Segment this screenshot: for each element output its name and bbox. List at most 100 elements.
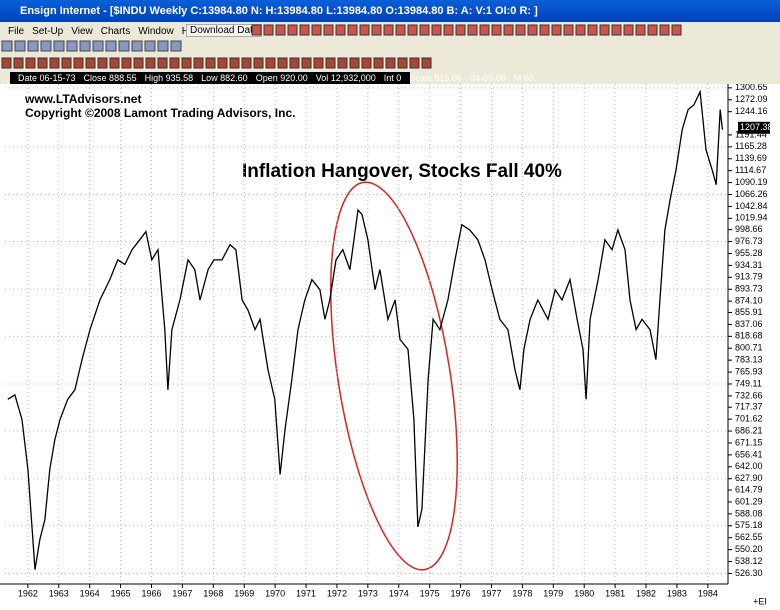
toolbar-icon[interactable] [105, 40, 117, 52]
toolbar-icon[interactable] [169, 57, 180, 69]
toolbar-icon[interactable] [421, 57, 432, 69]
toolbar-icon[interactable] [66, 40, 78, 52]
toolbar-icon[interactable] [479, 24, 490, 36]
y-tick-label: 1244.16 [735, 106, 768, 116]
toolbar-icon[interactable] [1, 40, 13, 52]
toolbar-icon[interactable] [229, 57, 240, 69]
status-item: Scale 815.06 [409, 73, 462, 83]
toolbar-icon[interactable] [407, 24, 418, 36]
y-tick-label: 588.08 [735, 508, 763, 518]
toolbar-icon[interactable] [527, 24, 538, 36]
toolbar-icon[interactable] [587, 24, 598, 36]
toolbar-icon[interactable] [241, 57, 252, 69]
toolbar-icon[interactable] [397, 57, 408, 69]
toolbar-icon[interactable] [79, 40, 91, 52]
toolbar-icon[interactable] [551, 24, 562, 36]
toolbar-icon[interactable] [515, 24, 526, 36]
toolbar-icon[interactable] [623, 24, 634, 36]
y-tick-label: 671.15 [735, 437, 763, 447]
toolbar-icon[interactable] [467, 24, 478, 36]
toolbar-icon[interactable] [659, 24, 670, 36]
download-button[interactable]: Download Data [186, 24, 263, 37]
toolbar-icon[interactable] [193, 57, 204, 69]
toolbar-icon[interactable] [563, 24, 574, 36]
menu-item[interactable]: View [71, 26, 93, 37]
toolbar-icon[interactable] [455, 24, 466, 36]
menu-item[interactable]: File [8, 26, 25, 37]
toolbar-icon[interactable] [347, 24, 358, 36]
toolbar-icon[interactable] [251, 24, 262, 36]
toolbar-icon[interactable] [431, 24, 442, 36]
toolbar-icon[interactable] [325, 57, 336, 69]
toolbar-icon[interactable] [419, 24, 430, 36]
toolbar-icon[interactable] [133, 57, 144, 69]
toolbar-icon[interactable] [349, 57, 360, 69]
toolbar-icon[interactable] [409, 57, 420, 69]
toolbar-icon[interactable] [131, 40, 143, 52]
toolbar-icon[interactable] [61, 57, 72, 69]
toolbar-icon[interactable] [395, 24, 406, 36]
toolbar-icon[interactable] [337, 57, 348, 69]
toolbar-icon[interactable] [205, 57, 216, 69]
status-item: M 60 [513, 73, 534, 83]
toolbar-icon[interactable] [145, 57, 156, 69]
toolbar-icon[interactable] [97, 57, 108, 69]
toolbar-icon[interactable] [371, 24, 382, 36]
toolbar-icon[interactable] [277, 57, 288, 69]
toolbar-icon[interactable] [599, 24, 610, 36]
toolbar-icon[interactable] [335, 24, 346, 36]
toolbar-icon[interactable] [53, 40, 65, 52]
toolbar-icon[interactable] [73, 57, 84, 69]
toolbar-icon[interactable] [118, 40, 130, 52]
status-item: 04-03-08 [469, 73, 506, 83]
toolbar-icon[interactable] [503, 24, 514, 36]
toolbar-icon[interactable] [13, 57, 24, 69]
toolbar-icon[interactable] [37, 57, 48, 69]
toolbar-icon[interactable] [385, 57, 396, 69]
toolbar-icon[interactable] [289, 57, 300, 69]
toolbar-icon[interactable] [323, 24, 334, 36]
toolbar-icon[interactable] [491, 24, 502, 36]
toolbar-icon[interactable] [611, 24, 622, 36]
toolbar-icon[interactable] [275, 24, 286, 36]
toolbar-icon[interactable] [217, 57, 228, 69]
toolbar-icon[interactable] [263, 24, 274, 36]
toolbar-icon[interactable] [671, 24, 682, 36]
chart-bg [0, 84, 780, 610]
toolbar-icon[interactable] [311, 24, 322, 36]
toolbar-icon[interactable] [92, 40, 104, 52]
toolbar-icon[interactable] [170, 40, 182, 52]
y-tick-label: 1191.44 [735, 129, 767, 139]
menu-item[interactable]: Set-Up [32, 26, 64, 37]
toolbar-icon[interactable] [157, 57, 168, 69]
toolbar-icon[interactable] [27, 40, 39, 52]
toolbar-icon[interactable] [373, 57, 384, 69]
toolbar-icon[interactable] [575, 24, 586, 36]
toolbar-icon[interactable] [265, 57, 276, 69]
toolbar-icon[interactable] [383, 24, 394, 36]
toolbar-icon[interactable] [635, 24, 646, 36]
toolbar-icon[interactable] [157, 40, 169, 52]
menu-item[interactable]: Window [138, 26, 174, 37]
toolbar-icon[interactable] [85, 57, 96, 69]
toolbar-icon[interactable] [313, 57, 324, 69]
toolbar-icon[interactable] [121, 57, 132, 69]
toolbar-icon[interactable] [109, 57, 120, 69]
toolbar-icon[interactable] [49, 57, 60, 69]
toolbar-icon[interactable] [1, 57, 12, 69]
toolbar-icon[interactable] [361, 57, 372, 69]
toolbar-icon[interactable] [144, 40, 156, 52]
toolbar-icon[interactable] [299, 24, 310, 36]
toolbar-icon[interactable] [287, 24, 298, 36]
toolbar-icon[interactable] [359, 24, 370, 36]
toolbar-icon[interactable] [443, 24, 454, 36]
toolbar-icon[interactable] [539, 24, 550, 36]
toolbar-icon[interactable] [181, 57, 192, 69]
toolbar-icon[interactable] [647, 24, 658, 36]
toolbar-icon[interactable] [301, 57, 312, 69]
toolbar-icon[interactable] [14, 40, 26, 52]
toolbar-icon[interactable] [40, 40, 52, 52]
toolbar-icon[interactable] [253, 57, 264, 69]
menu-item[interactable]: Charts [100, 26, 131, 37]
toolbar-icon[interactable] [25, 57, 36, 69]
